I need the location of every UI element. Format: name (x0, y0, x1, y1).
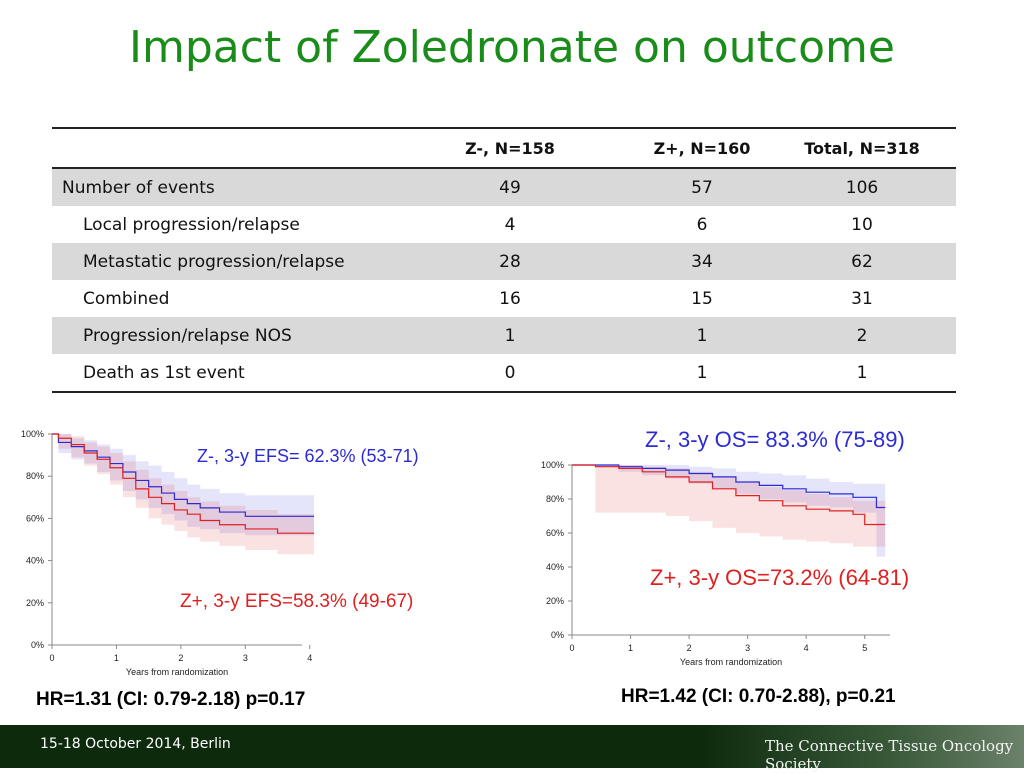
efs-hazard-ratio: HR=1.31 (CI: 0.79-2.18) p=0.17 (36, 689, 306, 710)
x-tick-label: 2 (687, 643, 692, 653)
z-plus-ci-band (572, 465, 886, 547)
table-row: Death as 1st event 0 1 1 (52, 354, 956, 393)
x-tick-label: 0 (569, 643, 574, 653)
cell-z-plus: 1 (636, 354, 768, 393)
x-axis-label: Years from randomization (126, 667, 228, 677)
cell-total: 106 (768, 168, 956, 206)
y-tick-label: 60% (26, 513, 44, 523)
table-row: Metastatic progression/relapse 28 34 62 (52, 243, 956, 280)
y-tick-label: 100% (541, 460, 564, 470)
y-tick-label: 20% (546, 596, 564, 606)
y-tick-label: 20% (26, 598, 44, 608)
cell-total: 62 (768, 243, 956, 280)
cell-z-plus: 34 (636, 243, 768, 280)
efs-z-plus-label: Z+, 3-y EFS=58.3% (49-67) (180, 591, 414, 612)
os-z-plus-label: Z+, 3-y OS=73.2% (64-81) (650, 565, 910, 590)
x-tick-label: 0 (49, 653, 54, 663)
slide-title: Impact of Zoledronate on outcome (129, 22, 895, 73)
cell-z-plus: 1 (636, 317, 768, 354)
cell-z-minus: 4 (504, 214, 516, 235)
row-label: Combined (83, 288, 170, 309)
column-header-z-plus: Z+, N=160 (636, 127, 768, 169)
cell-z-plus: 15 (691, 288, 713, 309)
cell-z-minus: 49 (384, 168, 636, 206)
row-label: Number of events (52, 168, 384, 206)
cell-total: 1 (768, 354, 956, 393)
cell-z-minus: 0 (384, 354, 636, 393)
y-tick-label: 80% (546, 494, 564, 504)
footer-logo-area (700, 725, 1024, 768)
cell-total: 2 (768, 317, 956, 354)
footer-date: 15-18 October 2014, Berlin (40, 736, 231, 752)
x-tick-label: 5 (862, 643, 867, 653)
table-row: Number of events 49 57 106 (52, 168, 956, 206)
row-label: Progression/relapse NOS (52, 317, 384, 354)
outcome-table: Z-, N=158 Z+, N=160 Total, N=318 Number … (52, 127, 956, 393)
z-minus-survival-line (572, 464, 886, 509)
y-tick-label: 100% (21, 429, 44, 439)
x-tick-label: 3 (745, 643, 750, 653)
x-tick-label: 1 (628, 643, 633, 653)
column-header-label (52, 127, 384, 169)
row-label: Death as 1st event (52, 354, 384, 393)
row-label: Local progression/relapse (83, 214, 300, 235)
cell-z-plus: 57 (636, 168, 768, 206)
table-row: Progression/relapse NOS 1 1 2 (52, 317, 956, 354)
row-label: Metastatic progression/relapse (52, 243, 384, 280)
y-tick-label: 40% (546, 562, 564, 572)
cell-total: 10 (851, 214, 873, 235)
efs-z-minus-label: Z-, 3-y EFS= 62.3% (53-71) (197, 446, 419, 466)
os-z-minus-label: Z-, 3-y OS= 83.3% (75-89) (645, 427, 905, 452)
os-km-chart: 0% 20% 40% 60% 80% 100% 0 1 2 3 4 5 Years from rando… (541, 460, 890, 667)
column-header-z-minus: Z-, N=158 (384, 127, 636, 169)
x-tick-label: 4 (804, 643, 809, 653)
x-axis-label: Years from randomization (680, 657, 782, 667)
x-tick-label: 2 (178, 653, 183, 663)
z-plus-survival-line (52, 433, 314, 534)
z-minus-ci-band (572, 465, 886, 557)
x-tick-label: 1 (114, 653, 119, 663)
cell-total: 31 (851, 288, 873, 309)
table-row: Combined 16 15 31 (52, 280, 956, 317)
x-tick-label: 4 (307, 653, 312, 663)
table-row: Local progression/relapse 4 6 10 (52, 206, 956, 243)
cell-z-plus: 6 (696, 214, 708, 235)
efs-km-chart: 0% 20% 40% 60% 80% 100% 0 1 2 3 4 Years from random… (21, 429, 314, 677)
cell-z-minus: 1 (384, 317, 636, 354)
y-tick-label: 60% (546, 528, 564, 538)
table-header-row: Z-, N=158 Z+, N=160 Total, N=318 (52, 127, 956, 169)
y-tick-label: 0% (31, 640, 44, 650)
cell-z-minus: 28 (384, 243, 636, 280)
z-plus-survival-line (572, 464, 886, 526)
x-tick-label: 3 (243, 653, 248, 663)
y-tick-label: 0% (551, 630, 564, 640)
y-tick-label: 40% (26, 556, 44, 566)
z-minus-ci-band (52, 434, 314, 536)
column-header-total: Total, N=318 (768, 127, 956, 169)
cell-z-minus: 16 (499, 288, 521, 309)
y-tick-label: 80% (26, 471, 44, 481)
os-hazard-ratio: HR=1.42 (CI: 0.70-2.88), p=0.21 (621, 686, 896, 707)
